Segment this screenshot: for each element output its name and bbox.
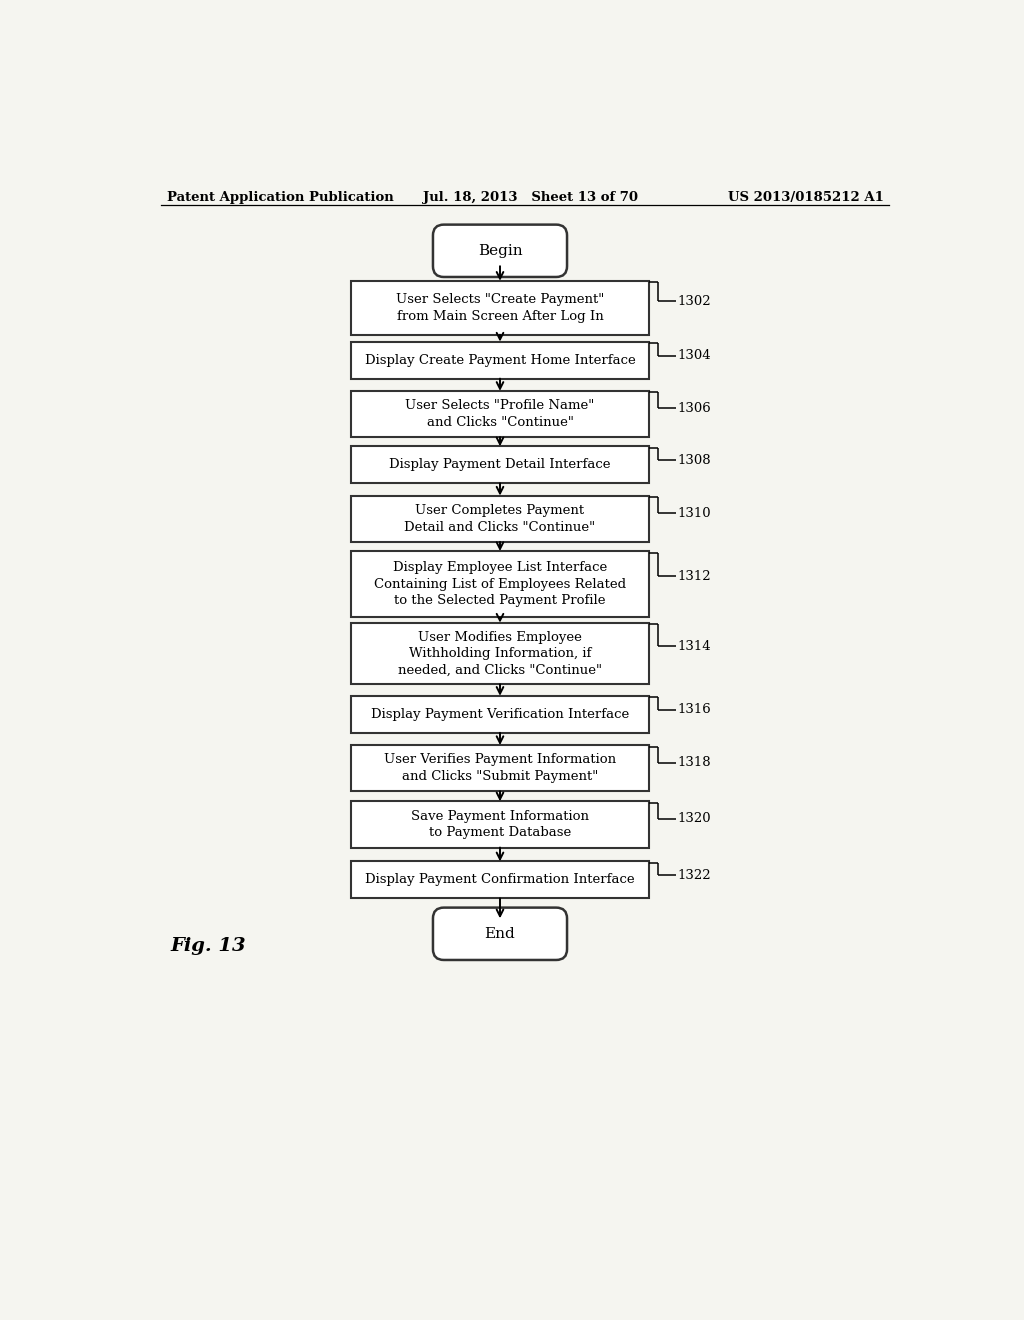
Text: 1310: 1310 <box>678 507 712 520</box>
Bar <box>351 552 649 618</box>
Text: Display Payment Verification Interface: Display Payment Verification Interface <box>371 708 629 721</box>
Bar <box>351 623 649 684</box>
Text: User Verifies Payment Information
and Clicks "Submit Payment": User Verifies Payment Information and Cl… <box>384 754 616 783</box>
Text: Jul. 18, 2013   Sheet 13 of 70: Jul. 18, 2013 Sheet 13 of 70 <box>423 191 638 203</box>
Text: Save Payment Information
to Payment Database: Save Payment Information to Payment Data… <box>411 809 589 840</box>
Text: Begin: Begin <box>477 244 522 257</box>
Text: Display Create Payment Home Interface: Display Create Payment Home Interface <box>365 354 635 367</box>
Text: User Selects "Create Payment"
from Main Screen After Log In: User Selects "Create Payment" from Main … <box>396 293 604 322</box>
Bar <box>351 696 649 733</box>
Bar <box>351 281 649 335</box>
FancyBboxPatch shape <box>433 224 567 277</box>
Text: Display Payment Detail Interface: Display Payment Detail Interface <box>389 458 610 471</box>
Bar <box>351 446 649 483</box>
Bar <box>351 342 649 379</box>
Text: 1322: 1322 <box>678 869 712 882</box>
Text: Fig. 13: Fig. 13 <box>171 937 246 956</box>
Text: Display Payment Confirmation Interface: Display Payment Confirmation Interface <box>366 874 635 887</box>
Text: 1314: 1314 <box>678 640 712 652</box>
Text: 1312: 1312 <box>678 570 712 582</box>
Text: 1308: 1308 <box>678 454 712 467</box>
FancyBboxPatch shape <box>433 908 567 960</box>
Text: End: End <box>484 927 515 941</box>
Text: User Modifies Employee
Withholding Information, if
needed, and Clicks "Continue": User Modifies Employee Withholding Infor… <box>398 631 602 677</box>
Text: Patent Application Publication: Patent Application Publication <box>167 191 393 203</box>
Text: User Selects "Profile Name"
and Clicks "Continue": User Selects "Profile Name" and Clicks "… <box>406 399 595 429</box>
Text: 1306: 1306 <box>678 403 712 414</box>
Text: 1302: 1302 <box>678 294 712 308</box>
Text: Display Employee List Interface
Containing List of Employees Related
to the Sele: Display Employee List Interface Containi… <box>374 561 626 607</box>
Text: 1316: 1316 <box>678 704 712 717</box>
Text: US 2013/0185212 A1: US 2013/0185212 A1 <box>728 191 884 203</box>
Text: 1304: 1304 <box>678 350 712 362</box>
Bar <box>351 801 649 847</box>
Bar <box>351 496 649 543</box>
Bar <box>351 744 649 792</box>
Bar <box>351 391 649 437</box>
Text: User Completes Payment
Detail and Clicks "Continue": User Completes Payment Detail and Clicks… <box>404 504 596 533</box>
Text: 1320: 1320 <box>678 812 712 825</box>
Text: 1318: 1318 <box>678 756 712 770</box>
Bar <box>351 862 649 899</box>
